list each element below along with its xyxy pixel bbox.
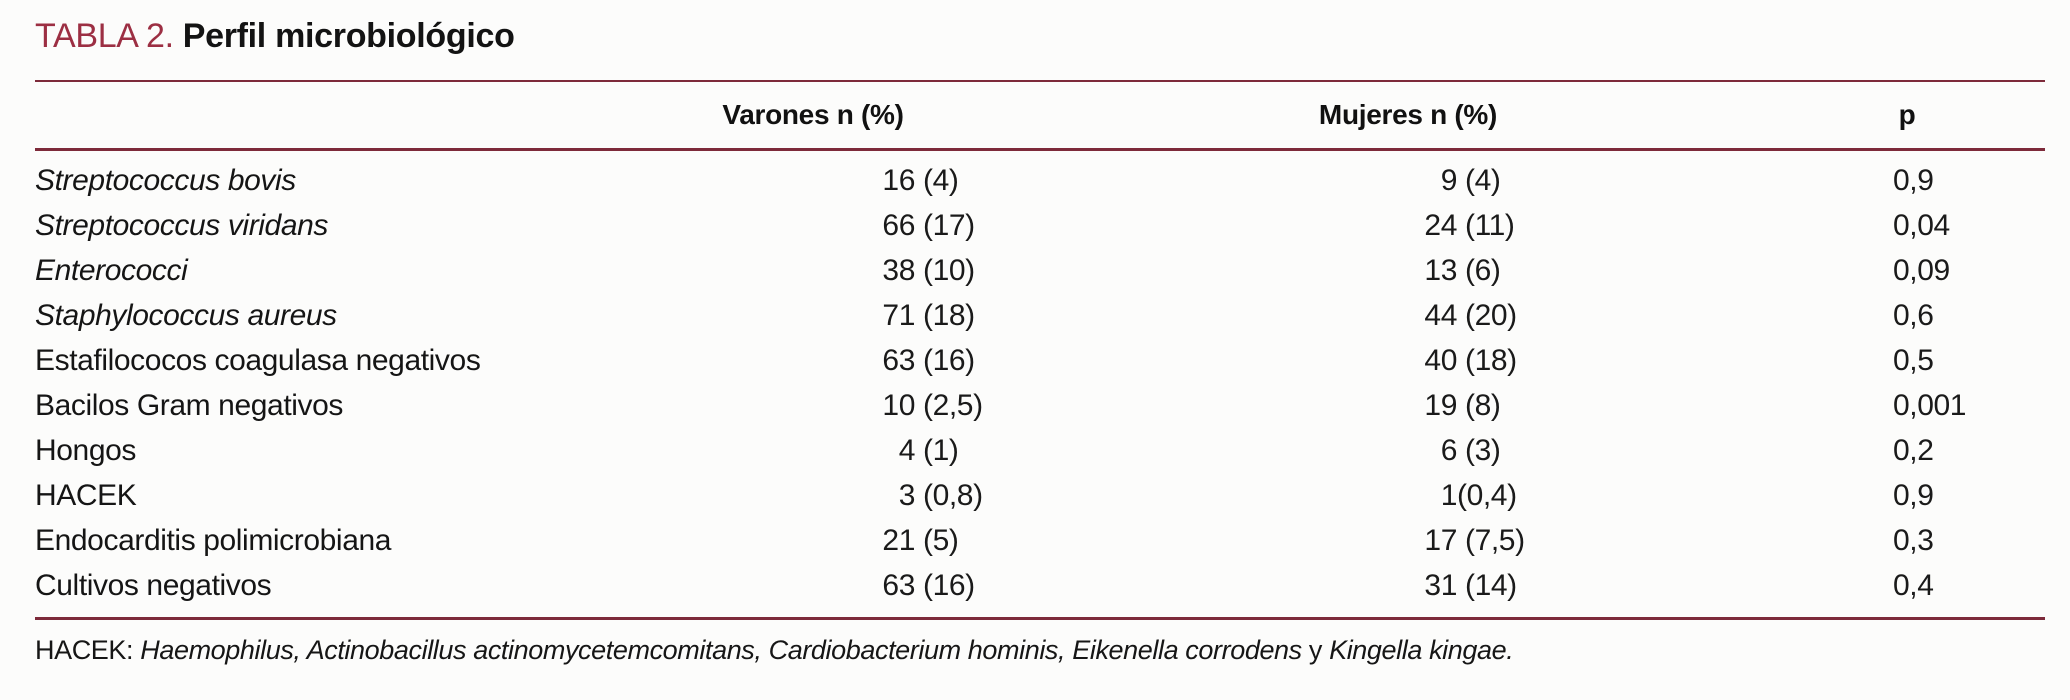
mujeres-value: 6 (3) [1440, 434, 1501, 467]
table-number: TABLA 2. [35, 17, 174, 55]
footnote-species-text: Kingella kingae. [1329, 635, 1514, 665]
p-value: 0,001 [1893, 389, 1967, 422]
column-header-varones: Varones n (%) [722, 99, 904, 130]
mujeres-value: 31 (14) [1424, 569, 1517, 602]
varones-value: 38 (10) [882, 254, 975, 287]
table-title: TABLA 2. Perfil microbiológico [35, 16, 2045, 56]
varones-value: 21 (5) [882, 524, 959, 557]
p-value: 0,09 [1893, 254, 1950, 287]
column-header-p: p [1898, 99, 1916, 130]
footnote-plain-text: HACEK: [35, 635, 141, 665]
table-row: Estafilococos coagulasa negativos 63 (16) 4… [35, 338, 2045, 383]
varones-value: 10 (2,5) [882, 389, 983, 422]
organism-label: Streptococcus viridans [35, 209, 329, 242]
table-caption: Perfil microbiológico [182, 17, 515, 55]
organism-label: Streptococcus bovis [35, 164, 296, 197]
p-value: 0,2 [1893, 434, 1934, 467]
organism-label: Hongos [35, 434, 137, 467]
table-row: Bacilos Gram negativos 10 (2,5) 19 (8) 0,001 [35, 383, 2045, 428]
varones-value: 4 (1) [898, 434, 959, 467]
table-row: Streptococcus bovis 16 (4) 9 (4) 0,9 [35, 158, 2045, 203]
divider-below-header [35, 148, 2045, 151]
table-row: Streptococcus viridans 66 (17) 24 (11) 0,04 [35, 203, 2045, 248]
table-row: HACEK 3 (0,8) 1 (0,4) 0,9 [35, 473, 2045, 518]
table-container: TABLA 2. Perfil microbiológico Varones n … [35, 16, 2045, 667]
p-value: 0,6 [1893, 299, 1934, 332]
mujeres-value: 40 (18) [1424, 344, 1517, 377]
organism-label: Staphylococcus aureus [35, 299, 337, 332]
organism-label: HACEK [35, 479, 137, 512]
varones-value: 63 (16) [882, 569, 975, 602]
footnote: HACEK: Haemophilus, Actinobacillus actin… [35, 633, 2045, 667]
table-body: Streptococcus bovis 16 (4) 9 (4) 0,9 Streptoco… [35, 151, 2045, 617]
mujeres-value: 17 (7,5) [1424, 524, 1525, 557]
organism-label: Estafilococos coagulasa negativos [35, 344, 481, 377]
varones-value: 66 (17) [882, 209, 975, 242]
organism-label: Endocarditis polimicrobiana [35, 524, 392, 557]
organism-label: Bacilos Gram negativos [35, 389, 344, 422]
p-value: 0,4 [1893, 569, 1934, 602]
table-row: Hongos 4 (1) 6 (3) 0,2 [35, 428, 2045, 473]
table-row: Staphylococcus aureus 71 (18) 44 (20) 0,6 [35, 293, 2045, 338]
p-value: 0,9 [1893, 164, 1934, 197]
varones-value: 16 (4) [882, 164, 959, 197]
table-row: Endocarditis polimicrobiana 21 (5) 17 (7,5) 0… [35, 518, 2045, 563]
mujeres-value: 9 (4) [1440, 164, 1501, 197]
divider-above-footnote [35, 617, 2045, 620]
varones-value: 63 (16) [882, 344, 975, 377]
footnote-species-text: Haemophilus, Actinobacillus actinomycete… [140, 635, 1302, 665]
varones-value: 71 (18) [882, 299, 975, 332]
mujeres-value: 44 (20) [1424, 299, 1517, 332]
mujeres-value: 19 (8) [1424, 389, 1501, 422]
table-row: Cultivos negativos 63 (16) 31 (14) 0,4 [35, 563, 2045, 608]
mujeres-value: 13 (6) [1424, 254, 1501, 287]
varones-value: 3 (0,8) [898, 479, 983, 512]
mujeres-value: 1 (0,4) [1440, 479, 1517, 512]
column-header-mujeres: Mujeres n (%) [1318, 99, 1498, 130]
p-value: 0,04 [1893, 209, 1950, 242]
table-row: Enterococci 38 (10) 13 (6) 0,09 [35, 248, 2045, 293]
organism-label: Enterococci [35, 254, 188, 287]
p-value: 0,5 [1893, 344, 1934, 377]
table-header-row: Varones n (%) Mujeres n (%) p [35, 82, 2045, 148]
p-value: 0,3 [1893, 524, 1934, 557]
p-value: 0,9 [1893, 479, 1934, 512]
divider-below-title [35, 80, 2045, 82]
footnote-plain-text: y [1301, 635, 1330, 665]
mujeres-value: 24 (11) [1424, 209, 1515, 242]
organism-label: Cultivos negativos [35, 569, 272, 602]
